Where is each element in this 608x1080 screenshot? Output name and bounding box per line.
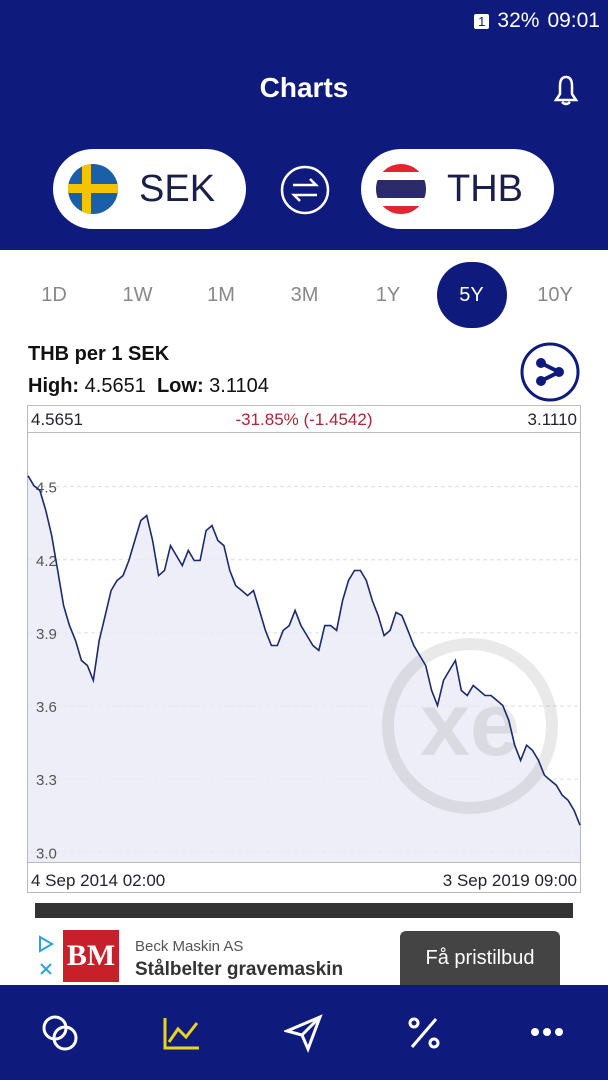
ad-choices[interactable] bbox=[37, 934, 57, 980]
status-bar: 1 32% 09:01 bbox=[400, 9, 600, 33]
low-label: Low: bbox=[156, 375, 204, 397]
high-value: 4.5651 bbox=[84, 375, 146, 397]
nav-more[interactable] bbox=[530, 1025, 564, 1039]
currency-to: THB bbox=[447, 167, 523, 210]
ad-top-bar bbox=[35, 903, 573, 918]
currency-from: SEK bbox=[139, 167, 216, 210]
flag-sweden bbox=[68, 164, 118, 214]
y-tick-label: 4.2 bbox=[36, 553, 57, 570]
chart: xe 4.5651 -31.85% (-1.4542) 3.1110 4 Sep… bbox=[27, 405, 581, 893]
x-end-label: 3 Sep 2019 09:00 bbox=[443, 871, 577, 890]
clock: 09:01 bbox=[547, 9, 600, 32]
share-button[interactable] bbox=[519, 341, 581, 403]
flag-thailand bbox=[376, 164, 426, 214]
range-tab[interactable]: 10Y bbox=[537, 284, 573, 306]
currency-to-button[interactable]: THB bbox=[361, 149, 554, 229]
ad-banner[interactable]: BM Beck Maskin AS Stålbelter gravemaskin… bbox=[35, 918, 573, 985]
nav-rates[interactable] bbox=[406, 1015, 442, 1051]
range-tab[interactable]: 1W bbox=[122, 284, 153, 306]
ad-advertiser: Beck Maskin AS bbox=[135, 938, 244, 955]
change-value: -31.85% (-1.4542) bbox=[235, 410, 372, 429]
ad-logo: BM bbox=[63, 930, 119, 982]
swap-button[interactable] bbox=[279, 164, 331, 216]
y-tick-label: 3.6 bbox=[36, 699, 57, 716]
high-low: High: 4.5651 Low: 3.1104 bbox=[28, 375, 269, 398]
currency-from-button[interactable]: SEK bbox=[53, 149, 246, 229]
nav-converter[interactable] bbox=[40, 1013, 80, 1053]
sim-indicator: 1 bbox=[474, 13, 490, 29]
x-start-label: 4 Sep 2014 02:00 bbox=[31, 871, 165, 890]
notifications-button[interactable] bbox=[548, 72, 584, 108]
low-value: 3.1104 bbox=[209, 375, 269, 397]
start-value: 4.5651 bbox=[31, 410, 83, 429]
y-tick-label: 3.9 bbox=[36, 626, 57, 643]
watermark: xe bbox=[382, 638, 558, 814]
ad-headline: Stålbelter gravemaskin bbox=[135, 959, 344, 980]
y-tick-label: 3.0 bbox=[36, 845, 57, 862]
y-tick-label: 4.5 bbox=[36, 480, 57, 497]
range-tab[interactable]: 3M bbox=[290, 284, 319, 306]
end-value: 3.1110 bbox=[528, 410, 577, 429]
range-tab[interactable]: 1D bbox=[41, 284, 67, 306]
nav-send[interactable] bbox=[284, 1013, 324, 1053]
area bbox=[28, 475, 580, 862]
price-line bbox=[27, 475, 581, 826]
chart-title: THB per 1 SEK bbox=[28, 343, 170, 365]
header-title: Charts bbox=[259, 72, 349, 103]
nav-charts[interactable] bbox=[162, 1015, 202, 1051]
bottom-nav bbox=[0, 985, 608, 1080]
range-tab[interactable]: 1M bbox=[207, 284, 235, 306]
y-tick-label: 3.3 bbox=[36, 772, 57, 789]
high-label: High: bbox=[28, 375, 80, 397]
range-tab[interactable]: 1Y bbox=[375, 284, 401, 306]
battery-level: 32% bbox=[497, 9, 540, 32]
ad-cta-button[interactable]: Få pristilbud bbox=[400, 931, 560, 985]
range-tab[interactable]: 5Y bbox=[436, 262, 507, 328]
